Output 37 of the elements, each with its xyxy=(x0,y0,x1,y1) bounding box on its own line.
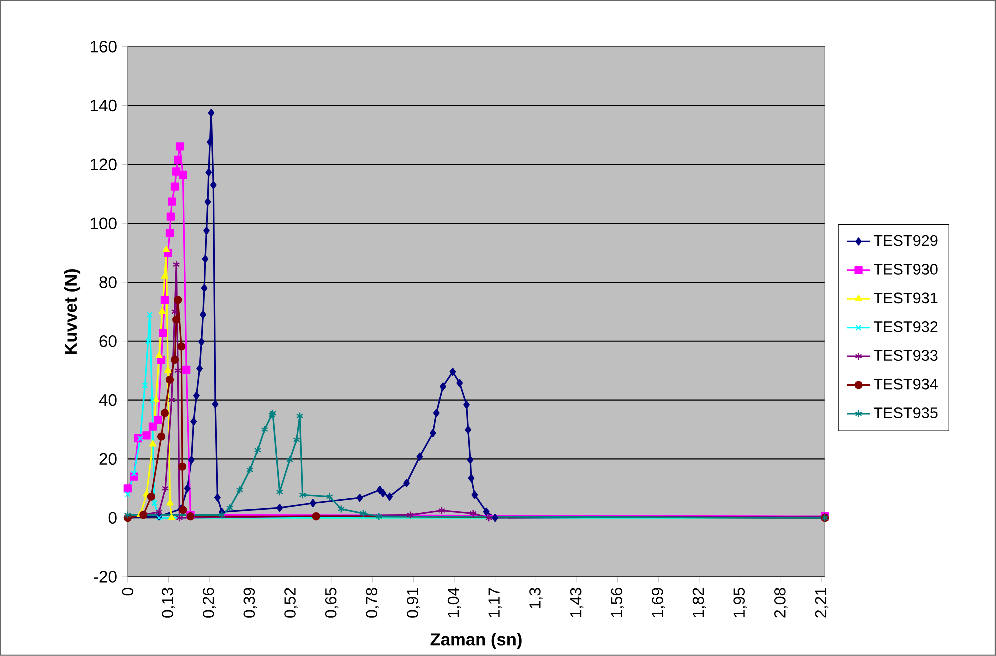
y-tick-label: 100 xyxy=(90,218,117,230)
x-tick-label: 0,39 xyxy=(244,588,257,618)
y-tick-label: 60 xyxy=(100,336,117,348)
x-tick-label: 0,13 xyxy=(162,588,176,618)
x-tick-label: 0,65 xyxy=(325,588,339,618)
x-tick-label: 0,91 xyxy=(407,588,420,618)
x-axis-title: Zaman (sn) xyxy=(430,633,522,650)
legend-label: TEST932 xyxy=(874,322,938,332)
legend-label: TEST934 xyxy=(874,378,938,390)
legend-label: TEST929 xyxy=(874,235,938,246)
x-tick-label: 1,3 xyxy=(530,588,543,608)
x-tick-label: 1,04 xyxy=(448,588,462,618)
y-tick-label: 80 xyxy=(100,276,117,288)
x-tick-label: 2,21 xyxy=(815,588,829,618)
x-tick-label: 0,26 xyxy=(202,588,216,618)
x-tick-label: 2,08 xyxy=(774,588,788,618)
legend-label: TEST935 xyxy=(874,408,938,419)
x-tick-label: 1,56 xyxy=(611,588,624,618)
x-tick-label: 1,43 xyxy=(570,588,584,618)
y-tick-label: 120 xyxy=(90,158,117,171)
legend-label: TEST933 xyxy=(874,350,938,362)
x-tick-label: 1,82 xyxy=(692,588,706,618)
x-tick-label: 0 xyxy=(122,588,134,596)
y-tick-label: -20 xyxy=(94,571,117,583)
x-tick-label: 1,95 xyxy=(734,588,747,618)
x-tick-label: 0,52 xyxy=(284,588,298,618)
y-tick-label: 20 xyxy=(100,453,117,466)
x-tick-label: 0,78 xyxy=(366,588,380,618)
y-tick-label: 160 xyxy=(90,41,117,53)
y-tick-label: 0 xyxy=(108,512,117,524)
y-tick-label: 40 xyxy=(99,394,117,406)
legend-label: TEST930 xyxy=(874,264,938,275)
y-tick-label: 140 xyxy=(90,100,117,112)
legend-label: TEST931 xyxy=(874,292,938,304)
y-axis-title: Kuvvet (N) xyxy=(64,270,81,354)
x-tick-label: 1,69 xyxy=(652,588,666,618)
x-tick-label: 1,17 xyxy=(488,588,502,618)
